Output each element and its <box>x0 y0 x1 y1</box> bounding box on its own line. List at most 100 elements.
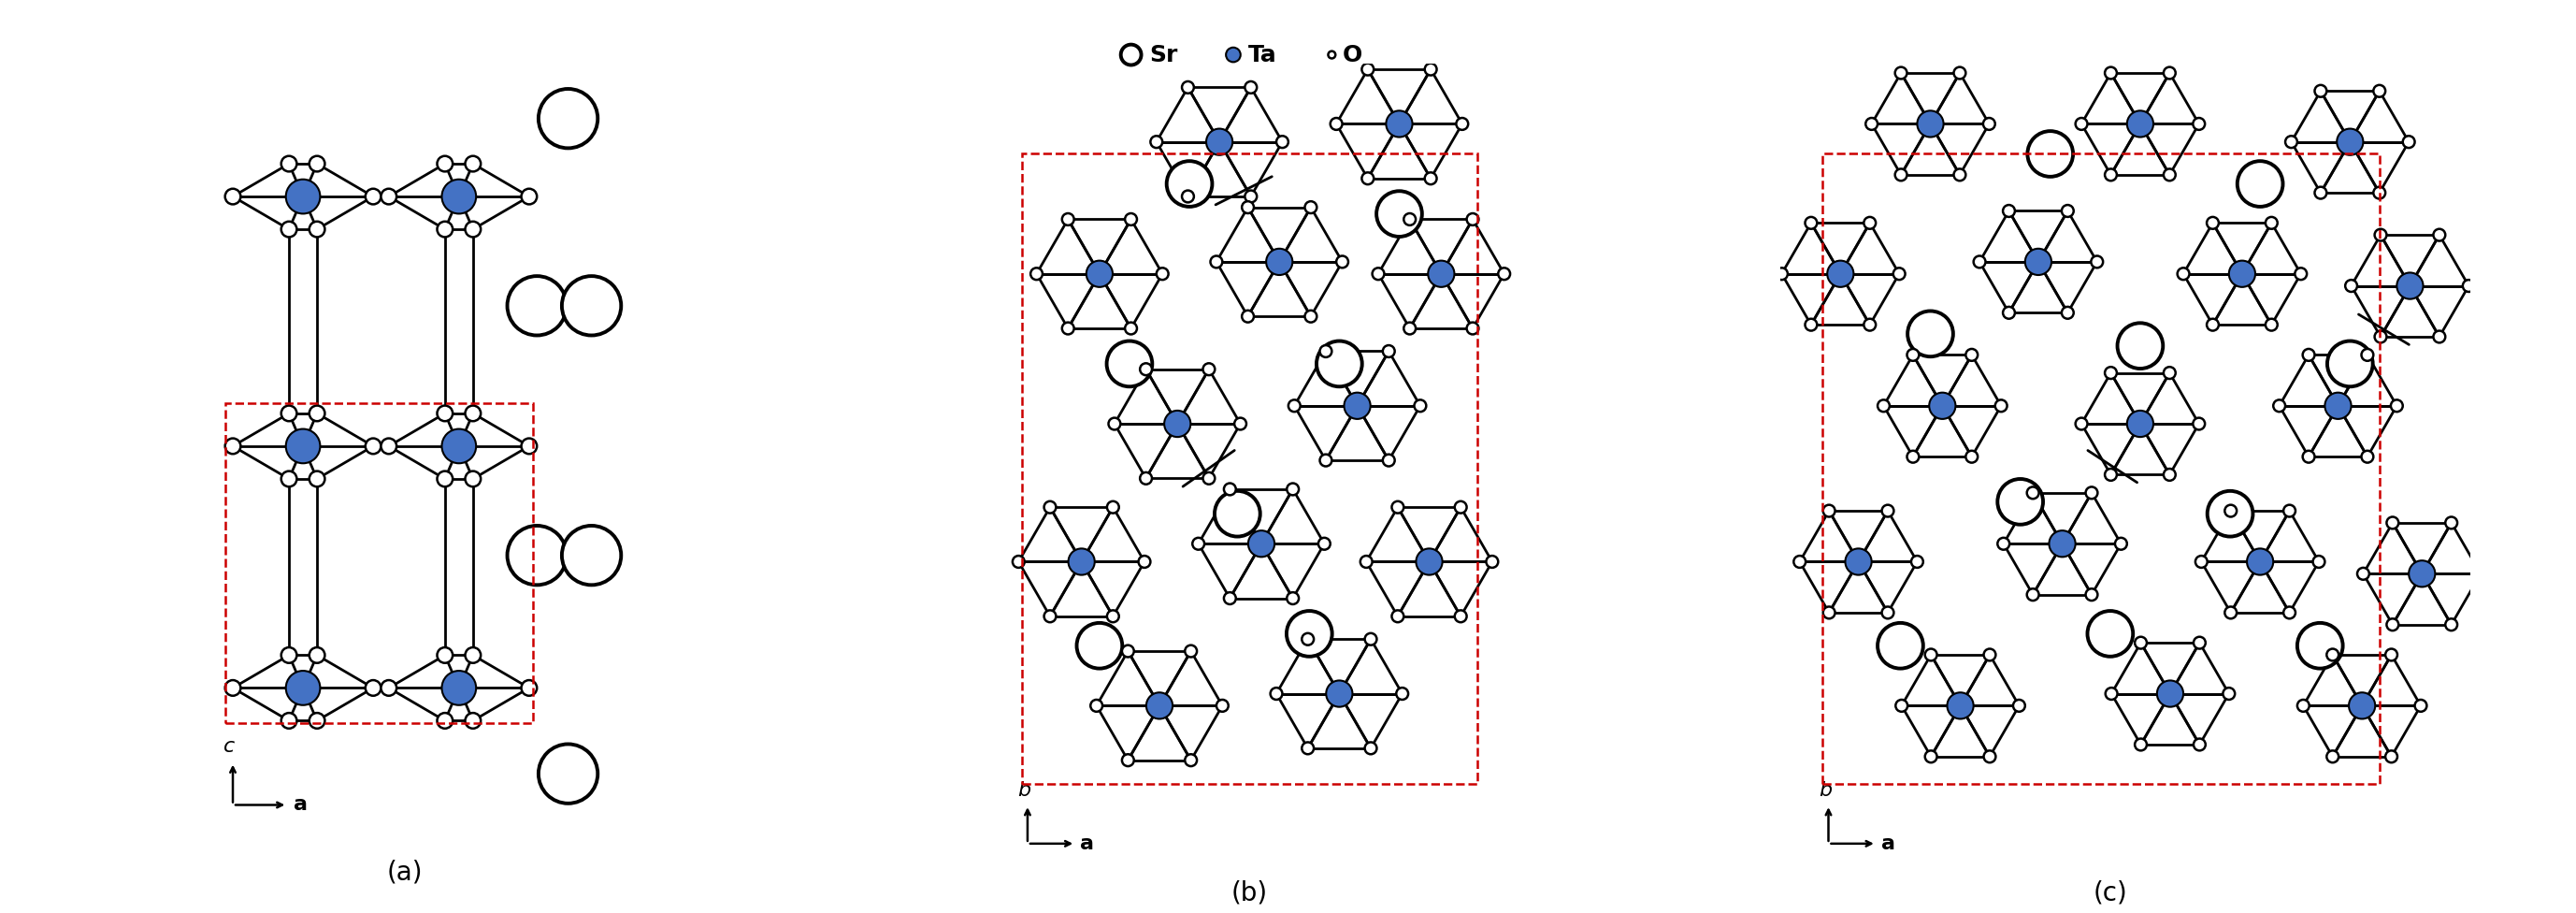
Circle shape <box>2414 699 2427 711</box>
Bar <box>1023 154 1476 783</box>
Circle shape <box>1865 217 1875 229</box>
Circle shape <box>1267 248 1293 275</box>
Circle shape <box>538 89 598 148</box>
Circle shape <box>1090 699 1103 711</box>
Circle shape <box>1844 549 1873 575</box>
Circle shape <box>1061 322 1074 334</box>
Circle shape <box>1306 201 1316 214</box>
Circle shape <box>2385 750 2398 762</box>
Circle shape <box>1896 67 1906 79</box>
Circle shape <box>1376 191 1422 236</box>
Circle shape <box>2463 279 2476 292</box>
Circle shape <box>1146 692 1172 719</box>
Circle shape <box>1924 750 1937 762</box>
Circle shape <box>1141 363 1151 375</box>
Circle shape <box>1455 118 1468 130</box>
Circle shape <box>2004 307 2014 319</box>
Circle shape <box>309 471 325 487</box>
Circle shape <box>1994 400 2007 412</box>
Circle shape <box>1386 110 1412 137</box>
Circle shape <box>2208 217 2218 229</box>
Circle shape <box>2372 187 2385 199</box>
Circle shape <box>1306 310 1316 322</box>
Circle shape <box>2282 505 2295 517</box>
Circle shape <box>2128 110 2154 137</box>
Circle shape <box>2226 606 2236 619</box>
Circle shape <box>1108 501 1118 513</box>
Circle shape <box>1061 214 1074 226</box>
Circle shape <box>1466 214 1479 226</box>
Circle shape <box>1878 400 1891 412</box>
Circle shape <box>1203 363 1216 375</box>
Circle shape <box>2298 623 2342 668</box>
Circle shape <box>1126 214 1136 226</box>
Circle shape <box>507 526 567 585</box>
Circle shape <box>2264 217 2277 229</box>
Circle shape <box>443 671 477 705</box>
Circle shape <box>309 222 325 237</box>
Circle shape <box>466 713 482 729</box>
Circle shape <box>281 713 296 729</box>
Circle shape <box>466 222 482 237</box>
Circle shape <box>2316 187 2326 199</box>
Circle shape <box>1425 173 1437 184</box>
Text: (b): (b) <box>1231 879 1267 906</box>
Circle shape <box>1288 593 1298 604</box>
Bar <box>224 404 533 723</box>
Circle shape <box>1185 754 1198 766</box>
Circle shape <box>1164 411 1190 437</box>
Circle shape <box>1906 349 1919 361</box>
Circle shape <box>2105 367 2117 379</box>
Circle shape <box>466 471 482 487</box>
Circle shape <box>1883 505 1893 517</box>
Circle shape <box>2372 85 2385 97</box>
Circle shape <box>1301 742 1314 754</box>
Circle shape <box>1226 47 1242 62</box>
Circle shape <box>1466 322 1479 334</box>
Circle shape <box>366 438 381 454</box>
Circle shape <box>1224 593 1236 604</box>
Circle shape <box>381 189 397 205</box>
Circle shape <box>2357 568 2370 580</box>
Circle shape <box>1244 191 1257 203</box>
Circle shape <box>1319 345 1332 357</box>
Circle shape <box>507 276 567 335</box>
Circle shape <box>281 647 296 663</box>
Circle shape <box>466 405 482 421</box>
Circle shape <box>2048 530 2076 557</box>
Circle shape <box>2164 67 2177 79</box>
Circle shape <box>2061 205 2074 217</box>
Circle shape <box>1182 191 1193 203</box>
Circle shape <box>2282 606 2295 619</box>
Circle shape <box>1285 611 1332 656</box>
Circle shape <box>1087 260 1113 287</box>
Circle shape <box>2303 451 2316 463</box>
Circle shape <box>2228 260 2257 287</box>
Circle shape <box>1383 455 1394 467</box>
Circle shape <box>466 647 482 663</box>
Circle shape <box>2313 556 2324 568</box>
Circle shape <box>1167 161 1213 206</box>
Circle shape <box>2136 739 2146 750</box>
Circle shape <box>309 405 325 421</box>
Circle shape <box>1486 556 1499 568</box>
Circle shape <box>1455 610 1466 623</box>
Circle shape <box>1108 418 1121 430</box>
Circle shape <box>1139 556 1151 568</box>
Circle shape <box>2246 549 2272 575</box>
Circle shape <box>1319 455 1332 467</box>
Circle shape <box>1893 268 1906 279</box>
Circle shape <box>2192 118 2205 130</box>
Circle shape <box>1984 649 1996 661</box>
Circle shape <box>2195 739 2205 750</box>
Circle shape <box>381 438 397 454</box>
Circle shape <box>1973 256 1986 268</box>
Text: a: a <box>1880 834 1896 853</box>
Circle shape <box>281 471 296 487</box>
Circle shape <box>2208 319 2218 331</box>
Circle shape <box>520 189 536 205</box>
Circle shape <box>1404 214 1417 226</box>
Circle shape <box>538 744 598 803</box>
Circle shape <box>2385 619 2398 631</box>
Circle shape <box>2192 418 2205 430</box>
